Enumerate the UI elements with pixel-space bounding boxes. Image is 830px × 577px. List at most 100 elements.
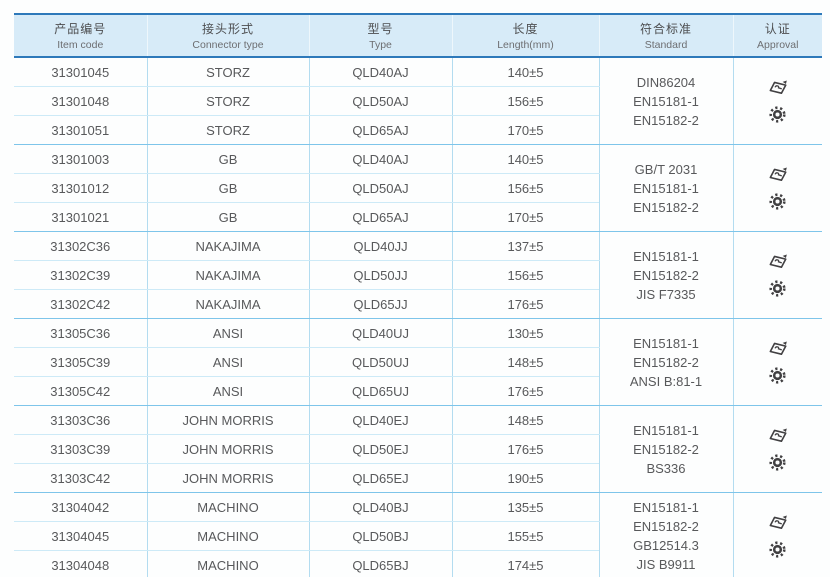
- item-code-cell: 31301051: [14, 115, 147, 145]
- header-length: 长度 Length(mm): [451, 13, 599, 58]
- connector-type-cell: MACHINO: [146, 550, 309, 577]
- type-cell: QLD50EJ: [308, 434, 452, 464]
- wheelmark-gear-icon: [769, 280, 786, 297]
- header-type-en: Type: [369, 39, 392, 51]
- item-code-cell: 31305C36: [14, 318, 147, 348]
- item-code-cell: 31301021: [14, 202, 147, 232]
- type-cell: QLD40EJ: [308, 405, 452, 435]
- approval-cell: [732, 405, 823, 493]
- table-row: 31302C36 NAKAJIMA QLD40JJ 137±5 EN15181-1 EN1…: [14, 231, 822, 319]
- table-body: 31301045 STORZ QLD40AJ 140±5 DIN86204 EN15181…: [14, 57, 822, 577]
- approval-icons: [734, 427, 823, 471]
- standard-line: EN15181-1: [633, 248, 699, 264]
- header-length-en: Length(mm): [497, 39, 554, 51]
- approval-cell: [732, 57, 822, 145]
- table-row: 31303C36 JOHN MORRIS QLD40EJ 148±5 EN15181-1…: [14, 405, 822, 493]
- length-cell: 174±5: [451, 550, 599, 577]
- item-code-cell: 31301048: [14, 86, 147, 116]
- table-row: 31302C42 NAKAJIMA QLD65JJ 176±5: [14, 289, 822, 319]
- standard-cell: EN15181-1 EN15182-2 GB12514.3 JIS B9911: [598, 492, 733, 577]
- connector-type-cell: ANSI: [146, 318, 309, 348]
- standard-list: DIN86204 EN15181-1 EN15182-2: [600, 73, 733, 130]
- length-cell: 155±5: [451, 521, 599, 551]
- standard-list: EN15181-1 EN15182-2 GB12514.3 JIS B9911: [600, 498, 733, 574]
- connector-type-cell: JOHN MORRIS: [146, 405, 309, 435]
- connector-type-cell: JOHN MORRIS: [146, 463, 309, 493]
- approval-icons: [734, 514, 823, 558]
- length-cell: 137±5: [451, 231, 599, 261]
- standard-line: EN15181-1: [633, 93, 699, 109]
- standard-line: GB/T 2031: [634, 161, 698, 177]
- product-spec-table: 产品编号 Item code 接头形式 Connector type 型号 Ty…: [14, 13, 822, 577]
- connector-type-cell: STORZ: [146, 115, 309, 145]
- wheelmark-gear-icon: [769, 454, 786, 471]
- header-item-code: 产品编号 Item code: [14, 13, 147, 58]
- header-item-code-zh: 产品编号: [54, 22, 107, 36]
- standard-cell: EN15181-1 EN15182-2 JIS F7335: [598, 231, 733, 319]
- length-cell: 156±5: [451, 260, 599, 290]
- wheelmark-gear-icon: [769, 106, 786, 123]
- table-row: 31304045 MACHINO QLD50BJ 155±5: [14, 521, 822, 551]
- length-cell: 176±5: [451, 376, 599, 406]
- type-cell: QLD40AJ: [308, 57, 452, 87]
- length-cell: 156±5: [451, 173, 599, 203]
- table-header: 产品编号 Item code 接头形式 Connector type 型号 Ty…: [14, 13, 822, 58]
- approval-icons: [734, 340, 823, 384]
- certificate-stamp-icon: [769, 428, 787, 443]
- table-row: 31305C42 ANSI QLD65UJ 176±5: [14, 376, 822, 406]
- length-cell: 176±5: [451, 434, 599, 464]
- item-code-cell: 31305C42: [14, 376, 147, 406]
- type-cell: QLD65AJ: [308, 115, 452, 145]
- standard-line: DIN86204: [636, 74, 696, 90]
- standard-line: EN15182-2: [633, 267, 699, 283]
- header-length-zh: 长度: [512, 22, 539, 36]
- standard-line: EN15181-1: [633, 180, 699, 196]
- connector-type-cell: GB: [146, 144, 309, 174]
- standard-line: EN15182-2: [633, 112, 699, 128]
- item-code-cell: 31302C36: [14, 231, 147, 261]
- connector-type-cell: GB: [146, 202, 309, 232]
- certificate-stamp-icon: [769, 80, 787, 95]
- table-row: 31305C36 ANSI QLD40UJ 130±5 EN15181-1 EN15182…: [14, 318, 822, 406]
- standard-line: EN15182-2: [633, 199, 699, 215]
- standard-cell: EN15181-1 EN15182-2 ANSI B:81-1: [598, 318, 733, 406]
- type-cell: QLD65BJ: [308, 550, 452, 577]
- connector-type-cell: NAKAJIMA: [146, 260, 309, 290]
- wheelmark-gear-icon: [769, 541, 786, 558]
- certificate-stamp-icon: [769, 515, 787, 530]
- header-type-zh: 型号: [367, 22, 394, 36]
- header-standard-zh: 符合标准: [639, 22, 692, 36]
- header-type: 型号 Type: [308, 13, 452, 58]
- type-cell: QLD50UJ: [308, 347, 452, 377]
- length-cell: 135±5: [451, 492, 599, 522]
- type-cell: QLD65AJ: [308, 202, 452, 232]
- connector-type-cell: JOHN MORRIS: [146, 434, 309, 464]
- length-cell: 130±5: [451, 318, 599, 348]
- header-approval-en: Approval: [757, 39, 799, 51]
- length-cell: 156±5: [451, 86, 599, 116]
- connector-type-cell: MACHINO: [146, 521, 309, 551]
- standard-line: EN15182-2: [633, 519, 699, 534]
- certificate-stamp-icon: [769, 341, 787, 356]
- approval-cell: [732, 231, 822, 319]
- table-row: 31303C39 JOHN MORRIS QLD50EJ 176±5: [14, 434, 822, 464]
- connector-type-cell: MACHINO: [146, 492, 309, 522]
- item-code-cell: 31302C39: [14, 260, 147, 290]
- length-cell: 140±5: [451, 57, 599, 87]
- standard-list: EN15181-1 EN15182-2 ANSI B:81-1: [600, 334, 733, 391]
- table-row: 31301048 STORZ QLD50AJ 156±5: [14, 86, 822, 116]
- standard-cell: GB/T 2031 EN15181-1 EN15182-2: [598, 144, 733, 232]
- table-row: 31304042 MACHINO QLD40BJ 135±5 EN15181-1 EN15…: [14, 492, 822, 577]
- length-cell: 140±5: [451, 144, 599, 174]
- header-approval: 认证 Approval: [732, 13, 822, 58]
- type-cell: QLD65UJ: [308, 376, 452, 406]
- header-row: 产品编号 Item code 接头形式 Connector type 型号 Ty…: [14, 13, 822, 58]
- length-cell: 148±5: [451, 405, 599, 435]
- header-connector-type: 接头形式 Connector type: [146, 13, 309, 58]
- standard-line: EN15181-1: [633, 335, 699, 351]
- standard-cell: DIN86204 EN15181-1 EN15182-2: [598, 57, 733, 145]
- item-code-cell: 31304042: [14, 492, 147, 522]
- table-row: 31301003 GB QLD40AJ 140±5 GB/T 2031 EN15181-1…: [14, 144, 822, 232]
- table-row: 31302C39 NAKAJIMA QLD50JJ 156±5: [14, 260, 822, 290]
